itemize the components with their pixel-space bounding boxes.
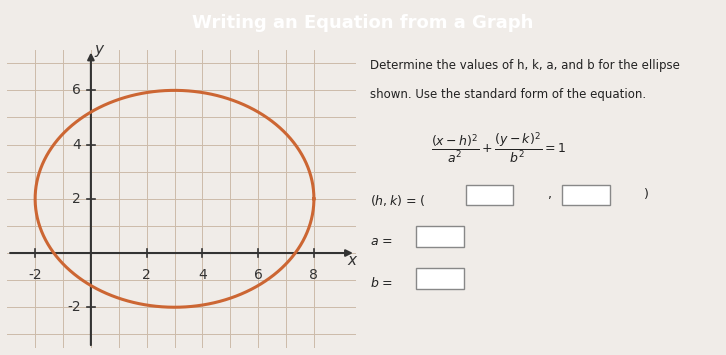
Text: 4: 4 [73,138,81,152]
Text: -2: -2 [28,268,42,282]
Text: y: y [95,42,104,57]
Text: shown. Use the standard form of the equation.: shown. Use the standard form of the equa… [370,88,646,102]
Text: 8: 8 [309,268,319,282]
Text: $b$ =: $b$ = [370,276,393,290]
Text: 2: 2 [73,192,81,206]
Text: 6: 6 [73,83,81,97]
Text: ): ) [644,189,649,201]
Text: x: x [347,253,356,268]
Text: Determine the values of h, k, a, and b for the ellipse: Determine the values of h, k, a, and b f… [370,59,680,72]
Text: 2: 2 [142,268,151,282]
Text: $\dfrac{(x-h)^2}{a^2}+\dfrac{(y-k)^2}{b^2}=1$: $\dfrac{(x-h)^2}{a^2}+\dfrac{(y-k)^2}{b^… [431,130,566,165]
Text: $(h, k)$ = (: $(h, k)$ = ( [370,193,425,208]
Text: ,: , [548,189,552,201]
Text: -2: -2 [68,300,81,314]
Text: 4: 4 [198,268,207,282]
Text: Writing an Equation from a Graph: Writing an Equation from a Graph [192,14,534,32]
Text: $a$ =: $a$ = [370,235,393,247]
Text: 6: 6 [253,268,263,282]
